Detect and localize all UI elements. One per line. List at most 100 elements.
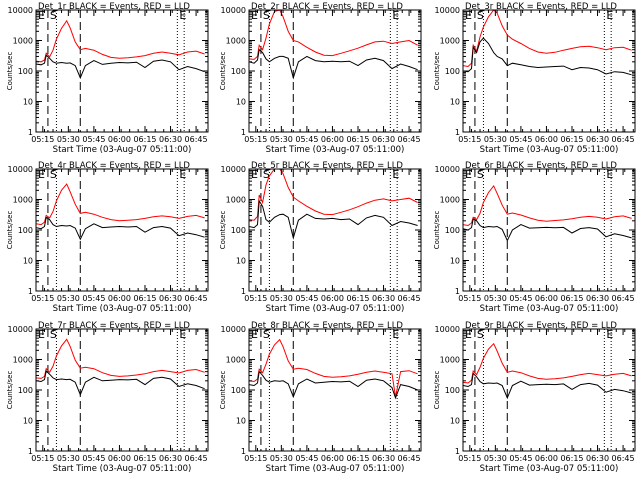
events-series-line <box>462 218 632 242</box>
y-tick-label: 10 <box>23 257 33 266</box>
region-marker-label: E <box>179 168 186 181</box>
y-tick-label: 1 <box>455 287 460 296</box>
x-tick-label: 06:00 <box>321 294 344 303</box>
x-tick-label: 05:45 <box>295 135 318 144</box>
region-marker-label: E <box>251 9 258 22</box>
x-tick-label: 06:45 <box>612 135 635 144</box>
region-marker-label: S <box>50 168 57 181</box>
y-tick-label: 10 <box>23 417 33 426</box>
y-tick-label: 1000 <box>440 196 460 205</box>
lld-series-line <box>248 338 418 397</box>
x-axis-label: Start Time (03-Aug-07 05:11:00) <box>480 464 619 474</box>
y-tick-label: 10 <box>450 98 460 107</box>
x-tick-label: 05:30 <box>270 135 293 144</box>
x-axis-label: Start Time (03-Aug-07 05:11:00) <box>266 464 405 474</box>
x-axis-label: Start Time (03-Aug-07 05:11:00) <box>480 145 619 155</box>
region-marker-label: E <box>179 328 186 341</box>
region-marker-label: S <box>263 328 270 341</box>
x-tick-label: 06:15 <box>133 135 156 144</box>
x-tick-label: 06:15 <box>346 135 369 144</box>
y-tick-label: 1000 <box>440 356 460 365</box>
region-marker-label: E <box>251 328 258 341</box>
y-axis-label: Counts/sec <box>219 211 227 250</box>
y-tick-label: 10000 <box>435 325 460 334</box>
plot-frame <box>248 328 422 452</box>
x-tick-label: 05:45 <box>509 294 532 303</box>
region-marker-label: E <box>606 9 613 22</box>
x-tick-label: 06:45 <box>398 135 421 144</box>
panel-title: Det_5r BLACK = Events, RED = LLD <box>251 161 403 171</box>
region-marker-label: S <box>50 9 57 22</box>
x-tick-label: 05:45 <box>82 135 105 144</box>
lld-series-line <box>462 342 632 384</box>
y-tick-label: 1000 <box>13 196 33 205</box>
region-marker-label: E <box>606 328 613 341</box>
x-tick-label: 06:30 <box>372 294 395 303</box>
x-tick-label: 06:45 <box>612 294 635 303</box>
x-tick-label: 06:15 <box>560 135 583 144</box>
y-axis-label: Counts/sec <box>433 371 441 410</box>
y-tick-label: 1 <box>455 128 460 137</box>
y-tick-label: 100 <box>445 226 460 235</box>
x-tick-label: 06:00 <box>321 135 344 144</box>
region-marker-label: S <box>477 9 484 22</box>
x-axis-label: Start Time (03-Aug-07 05:11:00) <box>480 304 619 314</box>
region-marker-label: E <box>465 9 472 22</box>
y-tick-label: 100 <box>231 67 246 76</box>
x-tick-label: 05:30 <box>57 135 80 144</box>
y-tick-label: 1 <box>241 287 246 296</box>
panel-title: Det_6r BLACK = Events, RED = LLD <box>465 161 617 171</box>
lld-series-line <box>35 338 205 379</box>
x-tick-label: 06:45 <box>185 135 208 144</box>
y-axis-label: Counts/sec <box>219 52 227 91</box>
region-marker-label: E <box>465 168 472 181</box>
x-tick-label: 05:45 <box>295 294 318 303</box>
lld-series-line <box>462 184 632 227</box>
panel-title: Det_2r BLACK = Events, RED = LLD <box>251 2 403 12</box>
y-axis-label: Counts/sec <box>433 52 441 91</box>
y-tick-label: 1 <box>28 287 33 296</box>
x-tick-label: 05:45 <box>82 454 105 463</box>
x-tick-label: 06:45 <box>398 294 421 303</box>
region-marker-label: E <box>392 9 399 22</box>
x-tick-label: 06:45 <box>185 294 208 303</box>
y-tick-label: 10000 <box>435 6 460 15</box>
x-axis-label: Start Time (03-Aug-07 05:11:00) <box>53 304 192 314</box>
y-tick-label: 100 <box>445 67 460 76</box>
y-tick-label: 10 <box>236 257 246 266</box>
y-tick-label: 10 <box>236 98 246 107</box>
x-tick-label: 06:15 <box>133 454 156 463</box>
y-tick-label: 10000 <box>221 165 246 174</box>
y-tick-label: 100 <box>231 386 246 395</box>
x-tick-label: 05:15 <box>244 294 267 303</box>
y-tick-label: 10000 <box>8 325 33 334</box>
y-axis-label: Counts/sec <box>6 371 14 410</box>
plot-frame <box>35 168 209 292</box>
x-tick-label: 06:30 <box>159 294 182 303</box>
x-tick-label: 06:00 <box>321 454 344 463</box>
x-axis-label: Start Time (03-Aug-07 05:11:00) <box>53 464 192 474</box>
y-tick-label: 10000 <box>8 6 33 15</box>
x-tick-label: 05:30 <box>484 135 507 144</box>
x-tick-label: 05:15 <box>31 294 54 303</box>
x-tick-label: 06:15 <box>346 294 369 303</box>
events-series-line <box>35 370 205 397</box>
lld-series-line <box>248 168 418 221</box>
x-tick-label: 06:45 <box>185 454 208 463</box>
y-tick-label: 100 <box>18 67 33 76</box>
plot-frame <box>462 9 636 133</box>
x-axis-label: Start Time (03-Aug-07 05:11:00) <box>266 145 405 155</box>
panel-title: Det_8r BLACK = Events, RED = LLD <box>251 321 403 331</box>
x-tick-label: 06:30 <box>159 454 182 463</box>
events-series-line <box>462 372 632 400</box>
y-tick-label: 1000 <box>440 37 460 46</box>
x-tick-label: 05:15 <box>31 454 54 463</box>
region-marker-label: S <box>477 328 484 341</box>
region-marker-label: S <box>263 168 270 181</box>
region-marker-label: E <box>606 168 613 181</box>
y-axis-label: Counts/sec <box>6 211 14 250</box>
x-tick-label: 06:15 <box>560 454 583 463</box>
x-tick-label: 05:30 <box>484 454 507 463</box>
events-series-line <box>248 199 418 240</box>
